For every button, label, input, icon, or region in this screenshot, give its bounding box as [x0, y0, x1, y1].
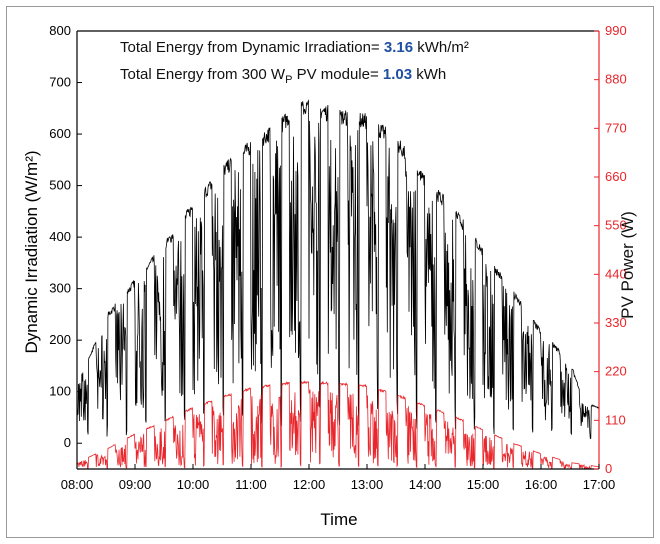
x-axis-title: Time: [320, 510, 357, 529]
left-tick-label: 400: [49, 229, 71, 244]
right-tick-label: 440: [605, 266, 627, 281]
x-tick-label: 09:00: [119, 477, 152, 492]
right-tick-label: 220: [605, 364, 627, 379]
x-tick-label: 13:00: [351, 477, 384, 492]
right-tick-label: 0: [605, 461, 612, 476]
annotation-irradiation-value: 3.16: [384, 39, 413, 56]
left-tick-label: 0: [64, 435, 71, 450]
left-axis-title: Dynamic Irradiation (W/m²): [22, 150, 41, 353]
x-tick-label: 12:00: [293, 477, 326, 492]
left-tick-label: 700: [49, 75, 71, 90]
irradiation-line: [76, 99, 600, 440]
pv-power-series: [76, 380, 600, 470]
left-tick-label: 800: [49, 23, 71, 38]
left-tick-label: 100: [49, 384, 71, 399]
left-tick-label: 200: [49, 332, 71, 347]
right-tick-label: 880: [605, 72, 627, 87]
right-tick-label: 330: [605, 315, 627, 330]
annotation-pv-energy: Total Energy from 300 WP PV module= 1.03…: [120, 66, 446, 86]
x-tick-label: 16:00: [525, 477, 558, 492]
irradiation-series: [76, 99, 600, 440]
annotation-irradiation-energy: Total Energy from Dynamic Irradiation= 3…: [120, 39, 469, 56]
x-tick-label: 15:00: [467, 477, 500, 492]
right-axis-title: PV Power (W): [618, 211, 637, 319]
x-tick-label: 17:00: [583, 477, 616, 492]
right-axis-ticks: 0 110 220 330 440 550 660 770 880 990: [594, 23, 627, 476]
right-tick-label: 660: [605, 169, 627, 184]
chart-frame: 0 100 200 300 400 500 600 700 800 0 110 220 330 440 5…: [6, 6, 654, 538]
pv-power-line: [76, 380, 600, 470]
x-tick-label: 14:00: [409, 477, 442, 492]
x-tick-label: 10:00: [177, 477, 210, 492]
annotation-pv-value: 1.03: [383, 66, 412, 83]
left-tick-label: 600: [49, 126, 71, 141]
x-tick-label: 08:00: [61, 477, 94, 492]
left-tick-label: 300: [49, 281, 71, 296]
irradiation-pv-chart: 0 100 200 300 400 500 600 700 800 0 110 220 330 440 5…: [22, 23, 637, 529]
left-axis-ticks: 0 100 200 300 400 500 600 700 800: [49, 23, 82, 450]
axes: [76, 30, 600, 470]
x-axis-ticks: 08:00 09:00 10:00 11:00 12:00 13:00 14:00 15:00…: [61, 464, 616, 492]
right-tick-label: 770: [605, 120, 627, 135]
right-tick-label: 990: [605, 23, 627, 38]
right-tick-label: 550: [605, 218, 627, 233]
left-tick-label: 500: [49, 178, 71, 193]
right-tick-label: 110: [605, 412, 626, 427]
x-tick-label: 11:00: [235, 477, 267, 492]
